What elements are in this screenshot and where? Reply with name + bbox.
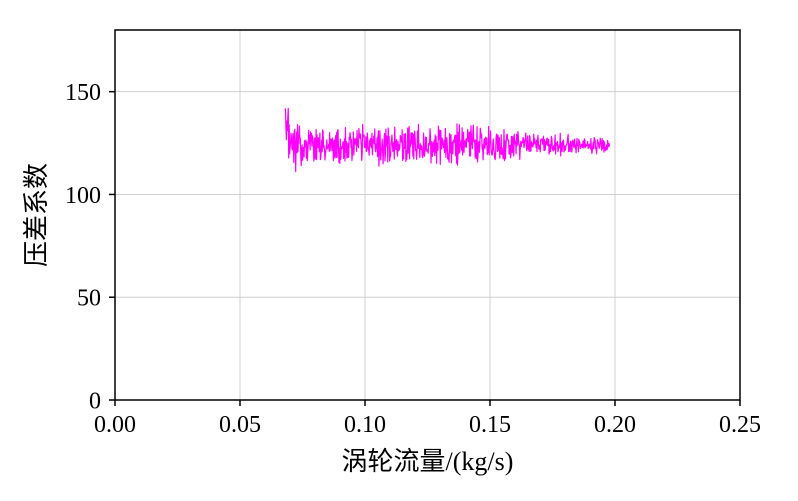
y-tick-label: 50	[77, 286, 101, 312]
x-tick-label: 0.15	[469, 412, 511, 438]
x-axis-label: 涡轮流量/(kg/s)	[342, 447, 514, 476]
y-axis-label: 压差系数	[22, 163, 51, 267]
x-tick-label: 0.05	[219, 412, 261, 438]
chart-svg: 0.00 0.05 0.10 0.15 0.20 0.25 0 50 100 150 涡轮流量/(k…	[0, 0, 798, 501]
x-tick-label: 0.10	[344, 412, 386, 438]
x-tick-label: 0.20	[594, 412, 636, 438]
y-tick-label: 150	[65, 80, 101, 106]
chart-container: 0.00 0.05 0.10 0.15 0.20 0.25 0 50 100 150 涡轮流量/(k…	[0, 0, 798, 501]
x-tick-label: 0.25	[719, 412, 761, 438]
y-tick-label: 0	[89, 388, 101, 414]
y-tick-label: 100	[65, 183, 101, 209]
x-tick-label: 0.00	[94, 412, 136, 438]
